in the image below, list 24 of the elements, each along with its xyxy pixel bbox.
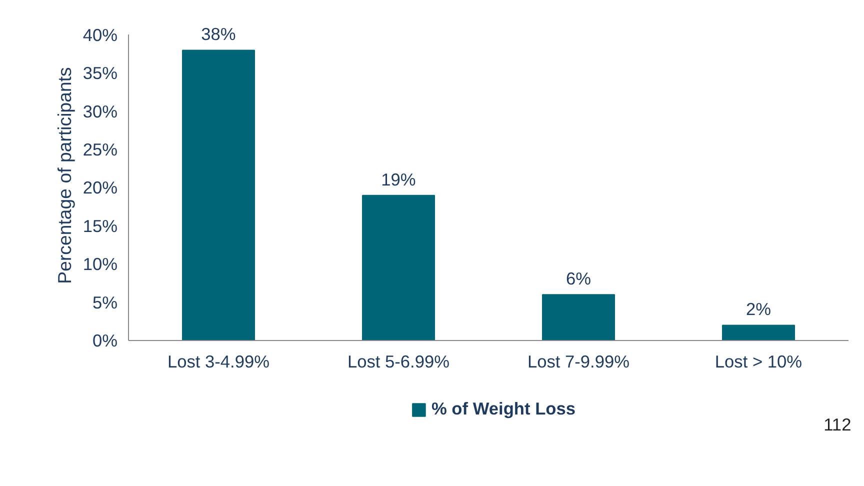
y-tick-label: 15%: [82, 216, 118, 236]
data-label: 19%: [381, 169, 416, 190]
x-tick-label: Lost 3-4.99%: [167, 352, 270, 372]
bar: [722, 324, 795, 340]
y-tick-label: 35%: [82, 63, 118, 84]
y-tick-label: 25%: [82, 140, 118, 160]
y-tick-label: 20%: [82, 178, 118, 198]
bar: [182, 50, 255, 340]
bar: [542, 294, 615, 340]
y-axis-title: Percentage of participants: [54, 67, 75, 284]
x-tick-label: Lost 7-9.99%: [527, 352, 630, 372]
data-label: 2%: [746, 299, 772, 320]
legend-label: % of Weight Loss: [431, 398, 576, 420]
data-label: 6%: [566, 268, 592, 289]
y-tick-label: 40%: [82, 24, 118, 45]
y-tick-label: 5%: [92, 292, 118, 312]
bar: [362, 194, 435, 340]
data-label: 38%: [201, 24, 236, 44]
x-tick-label: Lost > 10%: [714, 352, 802, 372]
x-tick-label: Lost 5-6.99%: [347, 352, 450, 372]
y-tick-label: 10%: [82, 254, 118, 274]
y-tick-label: 0%: [92, 330, 118, 350]
text: 112: [824, 414, 852, 434]
y-tick-label: 30%: [82, 101, 118, 122]
